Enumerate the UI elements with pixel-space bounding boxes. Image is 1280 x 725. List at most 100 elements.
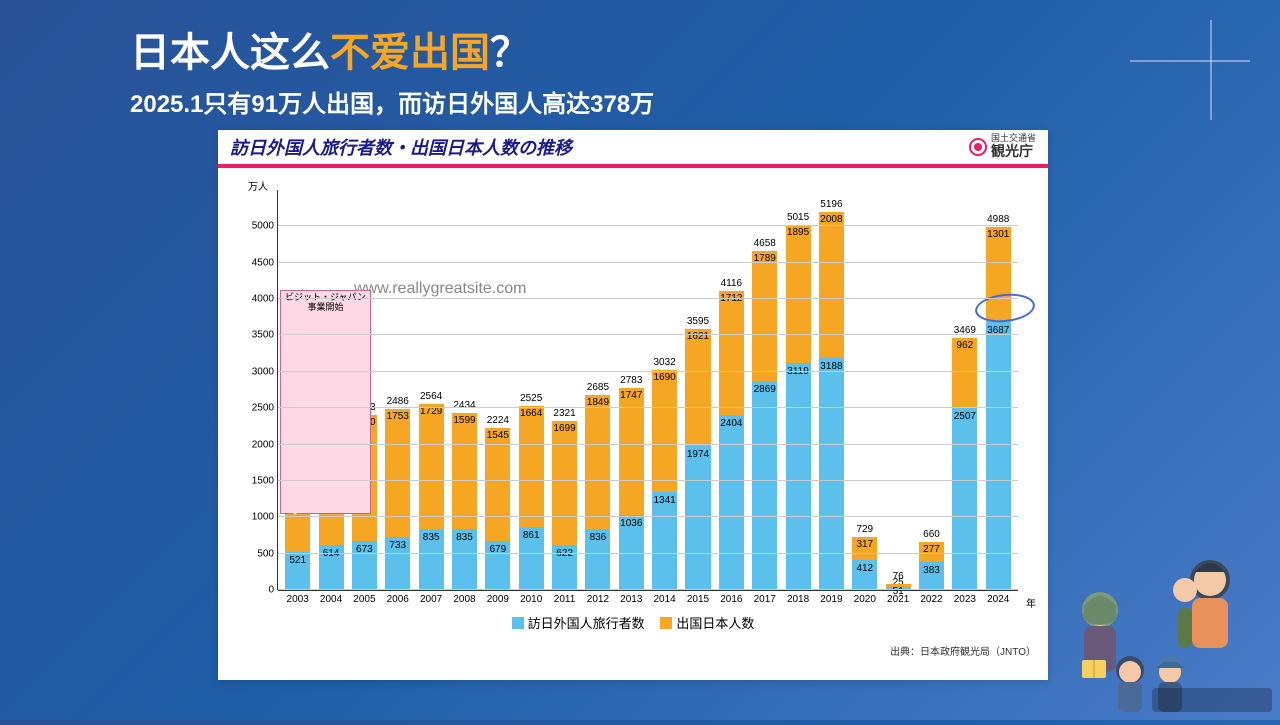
bar-label-outbound: 1699: [553, 423, 575, 434]
bar-label-inbound: 383: [923, 565, 940, 576]
legend-label-orange: 出国日本人数: [676, 613, 754, 632]
x-axis-line: [278, 590, 1018, 591]
bar-segment-inbound: 412: [852, 560, 877, 590]
bar-segment-inbound: 861: [519, 527, 544, 590]
bar-group: 861166425252010: [516, 406, 547, 590]
bar-stack: 83515992434: [452, 413, 477, 590]
y-tick: 2000: [252, 439, 278, 450]
bar-segment-inbound: 622: [552, 545, 577, 590]
bar-label-inbound: 1974: [687, 449, 709, 460]
chart-panel: 訪日外国人旅行者数・出国日本人数の推移 国土交通省 観光庁 万人 www.rea…: [218, 130, 1048, 680]
bar-segment-outbound: 51: [886, 584, 911, 588]
y-tick: 500: [257, 548, 278, 559]
x-tick: 2019: [820, 594, 842, 605]
bar-label-outbound: 1301: [987, 229, 1009, 240]
x-tick: 2005: [353, 594, 375, 605]
x-tick: 2024: [987, 594, 1009, 605]
bar-stack: 412317729: [852, 537, 877, 590]
bar-segment-inbound: 2404: [719, 415, 744, 590]
gridline: [278, 334, 1018, 335]
agency-logo: 国土交通省 観光庁: [969, 134, 1036, 159]
bar-label-total: 3032: [654, 357, 676, 368]
bar-group: 836184926852012: [582, 395, 613, 590]
bar-stack: 62216992321: [552, 421, 577, 590]
bar-group: 3188200851962019: [816, 212, 847, 590]
gridline: [278, 262, 1018, 263]
bar-segment-outbound: 1621: [685, 329, 710, 447]
bar-label-inbound: 835: [456, 532, 473, 543]
bar-label-outbound: 317: [856, 539, 873, 550]
bar-label-total: 2564: [420, 391, 442, 402]
bar-group: 3832776602022: [916, 542, 947, 590]
bar-label-inbound: 1341: [654, 495, 676, 506]
bar-stack: 67915452224: [485, 428, 510, 590]
bar-stack: 83618492685: [585, 395, 610, 590]
bar-segment-outbound: 1712: [719, 291, 744, 416]
y-tick: 1500: [252, 475, 278, 486]
bar-group: 622169923212011: [549, 421, 580, 590]
bars-container: 5211330185120036141683229720046731740241…: [278, 190, 1018, 590]
bar-stack: 73317532486: [385, 409, 410, 590]
bar-segment-inbound: 3188: [819, 358, 844, 590]
gridline: [278, 589, 1018, 590]
bar-segment-inbound: 835: [419, 529, 444, 590]
gridline: [278, 444, 1018, 445]
x-tick: 2017: [754, 594, 776, 605]
y-tick: 3000: [252, 366, 278, 377]
gridline: [278, 298, 1018, 299]
bar-label-total: 4988: [987, 214, 1009, 225]
legend-swatch-orange: [660, 617, 672, 629]
bar-segment-inbound: 733: [385, 537, 410, 590]
bar-segment-outbound: 1664: [519, 406, 544, 527]
bar-label-inbound: 733: [389, 540, 406, 551]
y-tick: 2500: [252, 403, 278, 414]
bar-label-total: 3595: [687, 316, 709, 327]
bar-label-total: 4658: [754, 238, 776, 249]
x-tick: 2018: [787, 594, 809, 605]
bar-label-total: 2783: [620, 375, 642, 386]
bar-segment-inbound: 3119: [786, 363, 811, 590]
bar-label-total: 2525: [520, 393, 542, 404]
bar-stack: 383277660: [919, 542, 944, 590]
y-tick: 0: [268, 585, 278, 596]
bar-label-outbound: 1753: [387, 411, 409, 422]
x-tick: 2011: [554, 594, 576, 605]
bar-stack: 240417124116: [719, 291, 744, 590]
bar-segment-inbound: 2507: [952, 408, 977, 590]
bar-group: 2404171241162016: [716, 291, 747, 590]
bar-group: 733175324862006: [382, 409, 413, 590]
bar-label-inbound: 521: [289, 555, 306, 566]
agency-main: 観光庁: [991, 144, 1036, 159]
bar-segment-outbound: 1690: [652, 370, 677, 493]
bar-segment-inbound: 836: [585, 529, 610, 590]
bar-label-outbound: 1895: [787, 227, 809, 238]
bar-label-total: 2685: [587, 382, 609, 393]
y-tick: 3500: [252, 330, 278, 341]
bar-segment-inbound: 383: [919, 562, 944, 590]
tourism-agency-icon: [969, 138, 987, 156]
bar-label-outbound: 1690: [654, 372, 676, 383]
x-tick: 2007: [420, 594, 442, 605]
legend-item-orange: 出国日本人数: [660, 613, 754, 632]
bar-segment-outbound: 1895: [786, 225, 811, 363]
bar-segment-inbound: 1341: [652, 492, 677, 590]
corner-decoration: [1130, 20, 1250, 120]
bar-segment-outbound: 1729: [419, 404, 444, 530]
legend-label-blue: 訪日外国人旅行者数: [528, 613, 645, 632]
bar-label-inbound: 2869: [754, 384, 776, 395]
bar-segment-inbound: 521: [285, 552, 310, 590]
bar-stack: 286917894658: [752, 251, 777, 590]
legend-item-blue: 訪日外国人旅行者数: [512, 613, 645, 632]
y-tick: 4500: [252, 257, 278, 268]
y-tick: 1000: [252, 512, 278, 523]
bar-stack: 103617472783: [619, 388, 644, 590]
bar-group: 3687130149882024: [983, 227, 1014, 590]
bar-segment-outbound: 1599: [452, 413, 477, 529]
slide-subtitle: 2025.1只有91万人出国，而访日外国人高达378万: [130, 84, 654, 119]
bar-label-total: 4116: [721, 278, 743, 289]
bar-stack: 83517292564: [419, 404, 444, 590]
gridline: [278, 371, 1018, 372]
bar-segment-inbound: 679: [485, 541, 510, 590]
bar-segment-inbound: 835: [452, 529, 477, 590]
legend-swatch-blue: [512, 617, 524, 629]
